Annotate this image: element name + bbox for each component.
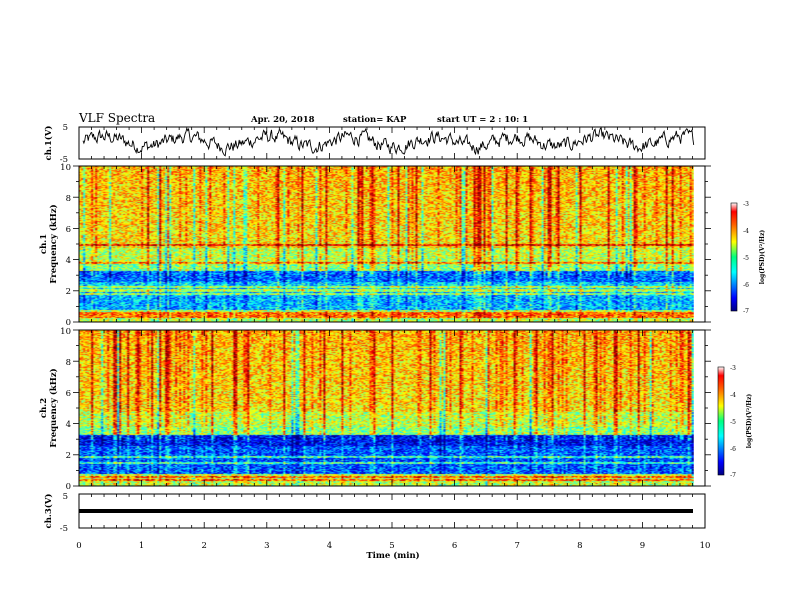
ch1-ytick-6: 6 xyxy=(66,225,71,235)
ch3-waveform-ylabel: ch.3(V) xyxy=(43,494,54,529)
ch3-waveform-ticks xyxy=(78,494,706,528)
ch1-colorbar: -3 -4 -5 -6 -7 log(PSD)(V²/Hz) xyxy=(730,201,766,315)
ch1-ytick-0: 0 xyxy=(66,318,71,328)
ch1-waveform-panel: 5 -5 ch.1(V) xyxy=(43,123,706,165)
xtick-label-4: 4 xyxy=(327,541,332,551)
ch1-cb-tick-7: -7 xyxy=(743,308,749,315)
xtick-label-1: 1 xyxy=(139,541,144,551)
ch2-spectrogram-ticks xyxy=(73,329,711,487)
ch2-channel-label: ch.2 xyxy=(39,398,49,418)
x-axis-label: Time (min) xyxy=(366,550,419,561)
ch1-ytick-bottom: -5 xyxy=(60,155,68,165)
ch2-cb-tick-6: -6 xyxy=(730,446,736,453)
ch1-channel-label: ch.1 xyxy=(39,234,49,254)
ch1-cb-tick-4: -4 xyxy=(743,228,749,235)
ch1-ytick-top: 5 xyxy=(63,123,68,133)
ch2-yticklabels: 0 2 4 6 8 10 xyxy=(60,327,71,492)
xtick-label-7: 7 xyxy=(514,541,519,551)
ch2-cb-tick-3: -3 xyxy=(730,365,736,372)
ch2-spectrogram-panel: 0 2 4 6 8 10 ch.2 Frequency (kHz) -3 -4 … xyxy=(39,327,753,492)
ch1-waveform-ticks xyxy=(78,127,706,159)
ch1-colorbar-label: log(PSD)(V²/Hz) xyxy=(759,230,766,285)
xtick-label-9: 9 xyxy=(640,541,645,551)
ch1-spectrogram-panel: 0 2 4 6 8 10 ch.1 Frequency (kHz) -3 -4 … xyxy=(39,163,766,328)
x-axis-ticklabels: 0 1 2 3 4 5 6 7 8 9 10 xyxy=(76,541,710,551)
ch2-cb-tick-4: -4 xyxy=(730,392,736,399)
ch1-waveform-line xyxy=(82,126,695,157)
ch2-ytick-6: 6 xyxy=(66,389,71,399)
ch1-colorbar-scale xyxy=(730,202,738,312)
ch2-ytick-2: 2 xyxy=(66,451,71,461)
ch2-ytick-10: 10 xyxy=(60,327,71,337)
ch1-spectrogram-ticks xyxy=(73,165,711,323)
ch1-ytick-8: 8 xyxy=(66,194,71,204)
ch2-colorbar: -3 -4 -5 -6 -7 log(PSD)(V²/Hz) xyxy=(717,365,753,479)
xtick-label-2: 2 xyxy=(201,541,206,551)
ch1-ytick-2: 2 xyxy=(66,287,71,297)
ch1-waveform-ylabel: ch.1(V) xyxy=(43,126,54,161)
xtick-label-10: 10 xyxy=(700,541,711,551)
ch1-ytick-4: 4 xyxy=(66,256,71,266)
xtick-label-3: 3 xyxy=(264,541,269,551)
xtick-label-8: 8 xyxy=(577,541,582,551)
ch1-ytick-10: 10 xyxy=(60,163,71,173)
ch1-cb-tick-6: -6 xyxy=(743,282,749,289)
date-label: Apr. 20, 2018 xyxy=(250,115,315,125)
xtick-label-0: 0 xyxy=(76,541,81,551)
ch2-ytick-8: 8 xyxy=(66,358,71,368)
ch2-cb-tick-7: -7 xyxy=(730,472,736,479)
xtick-label-6: 6 xyxy=(452,541,457,551)
ch1-frequency-label: Frequency (kHz) xyxy=(48,204,59,283)
ch1-cb-tick-5: -5 xyxy=(743,255,749,262)
ch1-yticklabels: 0 2 4 6 8 10 xyxy=(60,163,71,328)
ch3-ytick-top: 5 xyxy=(63,492,68,502)
station-label: station= KAP xyxy=(343,115,407,125)
ch1-spectrogram-image xyxy=(79,166,694,322)
ch2-ytick-4: 4 xyxy=(66,420,71,430)
ch1-cb-tick-3: -3 xyxy=(743,201,749,208)
ch2-colorbar-scale xyxy=(717,366,725,476)
ch2-frequency-label: Frequency (kHz) xyxy=(48,368,59,447)
figure-title: VLF Spectra xyxy=(78,111,155,125)
ch3-ytick-bottom: -5 xyxy=(60,524,68,534)
ch2-colorbar-label: log(PSD)(V²/Hz) xyxy=(746,394,753,449)
ch3-waveform-panel: 5 -5 ch.3(V) xyxy=(43,492,706,534)
start-time-label: start UT = 2 : 10: 1 xyxy=(437,115,528,125)
ch2-cb-tick-5: -5 xyxy=(730,419,736,426)
ch2-spectrogram-image xyxy=(79,330,694,486)
ch2-ytick-0: 0 xyxy=(66,482,71,492)
xtick-label-5: 5 xyxy=(389,541,394,551)
